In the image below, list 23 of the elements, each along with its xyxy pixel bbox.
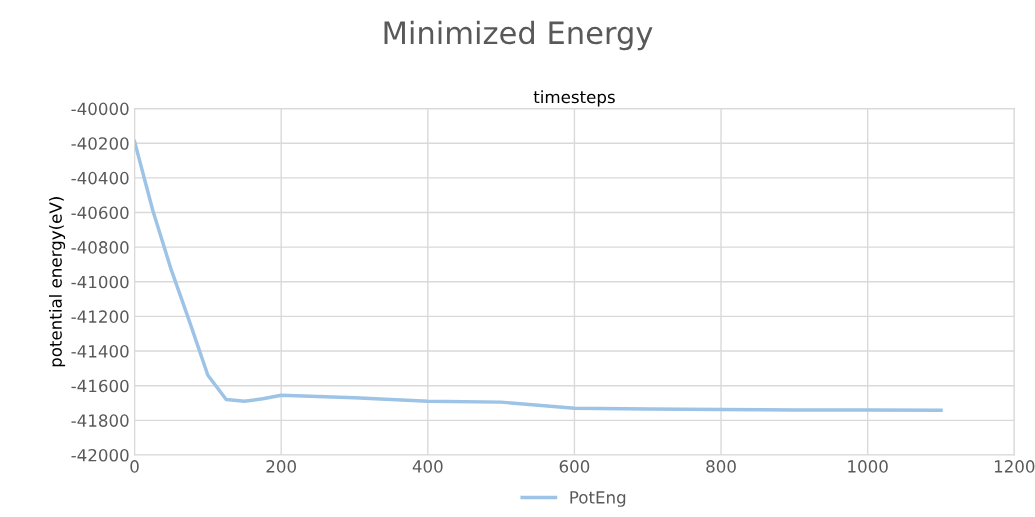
y-tick-label: -42000 bbox=[71, 448, 129, 462]
line-series bbox=[134, 139, 943, 413]
y-tick-label: -41800 bbox=[71, 414, 129, 427]
x-tick-label: 1000 bbox=[848, 460, 888, 473]
y-tick-label: -40800 bbox=[71, 241, 129, 254]
x-tick-label: 0 bbox=[130, 460, 139, 473]
y-tick-label: -41600 bbox=[71, 379, 129, 393]
y-tick-label: -40600 bbox=[71, 206, 129, 220]
y-tick-label: -40000 bbox=[71, 102, 129, 116]
x-tick-label: 400 bbox=[412, 460, 443, 473]
y-tick-label: -41400 bbox=[71, 345, 129, 358]
y-tick-label: -41000 bbox=[71, 275, 129, 289]
x-tick-label: 200 bbox=[266, 460, 296, 473]
chart-title: Minimized Energy bbox=[384, 20, 653, 51]
legend-label: PotEng bbox=[570, 491, 626, 507]
x-tick-label: 800 bbox=[706, 460, 736, 473]
x-axis-title: timesteps bbox=[533, 90, 615, 107]
y-tick-label: -41200 bbox=[71, 310, 129, 323]
y-tick-label: -40200 bbox=[71, 137, 129, 150]
y-tick-label: -40400 bbox=[71, 171, 129, 185]
x-tick-label: 600 bbox=[559, 460, 590, 473]
y-axis-title: potential energy(eV) bbox=[48, 197, 66, 367]
x-tick-label: 1200 bbox=[994, 460, 1035, 473]
